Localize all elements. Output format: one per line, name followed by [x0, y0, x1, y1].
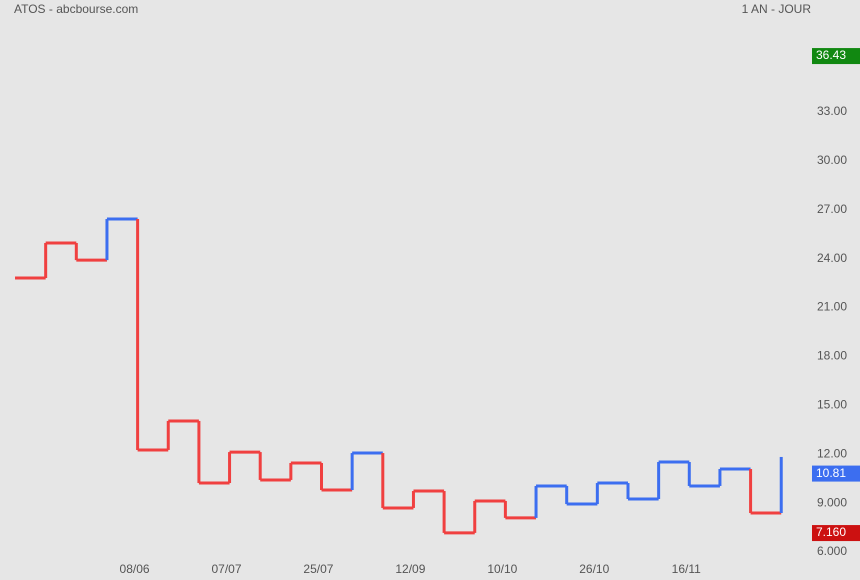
y-tick-label: 18.00	[817, 349, 847, 363]
x-tick-label: 16/11	[672, 562, 701, 576]
price-tag	[812, 465, 860, 482]
x-tick-label: 10/10	[487, 562, 517, 576]
chart-subtitle: 1 AN - JOUR	[742, 2, 812, 16]
y-tick-label: 30.00	[817, 153, 847, 167]
y-tick-label: 15.00	[817, 397, 847, 411]
price-tag	[812, 48, 860, 65]
chart-title: ATOS - abcbourse.com	[14, 2, 138, 16]
x-tick-label: 07/07	[211, 562, 241, 576]
price-tag-label: 10.81	[816, 466, 846, 480]
x-tick-label: 26/10	[579, 562, 609, 576]
y-tick-label: 21.00	[817, 300, 847, 314]
y-tick-label: 24.00	[817, 251, 847, 265]
price-tag-label: 36.43	[816, 48, 846, 62]
x-tick-label: 12/09	[395, 562, 425, 576]
x-tick-label: 25/07	[303, 562, 333, 576]
y-tick-label: 9.000	[817, 495, 847, 509]
x-tick-label: 08/06	[120, 562, 150, 576]
price-tag	[812, 525, 860, 542]
y-tick-label: 33.00	[817, 104, 847, 118]
y-tick-label: 27.00	[817, 202, 847, 216]
y-tick-label: 6.000	[817, 544, 847, 558]
y-tick-label: 12.00	[817, 446, 847, 460]
price-tag-label: 7.160	[816, 525, 846, 539]
